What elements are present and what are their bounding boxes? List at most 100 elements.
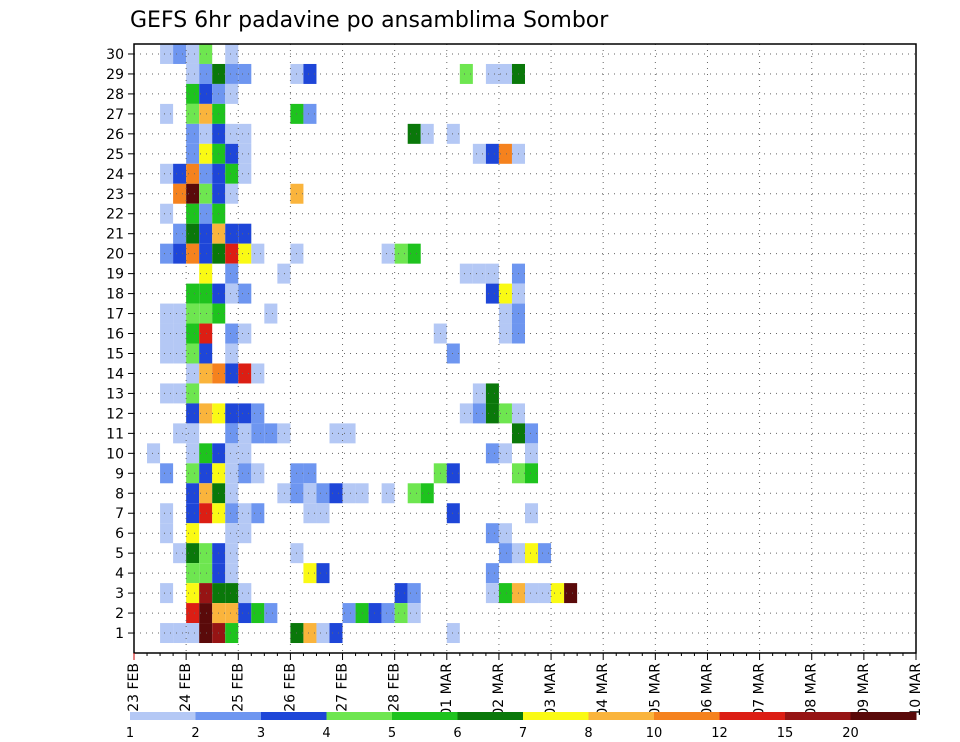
colorbar-swatch <box>326 712 393 720</box>
heatmap-cell <box>264 303 278 324</box>
x-tick-label: 09 MAR <box>856 663 872 717</box>
heatmap-cell <box>186 243 200 264</box>
heatmap-cell <box>186 363 200 384</box>
heatmap-cell <box>251 243 265 264</box>
heatmap-cell <box>199 583 213 604</box>
heatmap-cell <box>199 243 213 264</box>
heatmap-cell <box>199 443 213 464</box>
heatmap-cell <box>173 223 187 244</box>
heatmap-cell <box>199 83 213 104</box>
heatmap-cell <box>485 143 499 164</box>
x-tick-label: 24 FEB <box>178 663 194 712</box>
x-tick-label: 10 MAR <box>908 663 924 717</box>
heatmap-cell <box>525 443 539 464</box>
y-tick-label: 5 <box>115 546 124 562</box>
heatmap-cell <box>199 503 213 524</box>
heatmap-cell <box>186 183 200 204</box>
heatmap-cell <box>316 503 330 524</box>
y-tick-label: 4 <box>115 566 124 582</box>
heatmap-cell <box>173 383 187 404</box>
heatmap-cell <box>225 443 239 464</box>
y-tick-label: 2 <box>115 606 124 622</box>
x-tick-label: 07 MAR <box>752 663 768 717</box>
colorbar-label: 5 <box>388 726 396 741</box>
heatmap-cell <box>173 543 187 564</box>
y-tick-label: 14 <box>106 366 124 382</box>
heatmap-cell <box>498 583 512 604</box>
heatmap-cell <box>329 623 343 644</box>
heatmap-cell <box>186 223 200 244</box>
heatmap-cell <box>186 44 200 64</box>
heatmap-cell <box>238 243 252 264</box>
heatmap-cell <box>472 143 486 164</box>
colorbar-swatch <box>850 712 917 720</box>
colorbar-swatch <box>457 712 524 720</box>
heatmap-cell <box>225 283 239 304</box>
heatmap-cell <box>199 483 213 504</box>
heatmap-cell <box>186 523 200 544</box>
heatmap-cell <box>303 503 317 524</box>
heatmap-cell <box>485 443 499 464</box>
x-tick-label: 01 MAR <box>439 663 455 717</box>
heatmap-cell <box>186 203 200 224</box>
heatmap-cell <box>394 603 408 624</box>
heatmap-cell <box>303 463 317 484</box>
heatmap-cell <box>368 603 382 624</box>
y-tick-label: 20 <box>106 247 124 263</box>
heatmap-cell <box>225 563 239 584</box>
heatmap-cell <box>160 203 174 224</box>
heatmap-cell <box>251 423 265 444</box>
heatmap-cell <box>173 423 187 444</box>
heatmap-cell <box>459 63 473 84</box>
heatmap-cell <box>407 583 421 604</box>
colorbar-label: 8 <box>584 726 592 741</box>
y-tick-label: 11 <box>106 426 124 442</box>
heatmap-cell <box>199 623 213 644</box>
heatmap-cell <box>199 163 213 184</box>
heatmap-cell <box>238 63 252 84</box>
heatmap-cell <box>525 583 539 604</box>
heatmap-cell <box>225 483 239 504</box>
heatmap-cell <box>160 523 174 544</box>
colorbar-swatch <box>261 712 327 720</box>
heatmap-cell <box>303 623 317 644</box>
y-tick-label: 25 <box>106 147 124 163</box>
heatmap-cell <box>199 463 213 484</box>
heatmap-cell <box>303 103 317 124</box>
heatmap-cell <box>186 563 200 584</box>
colorbar-label: 2 <box>191 726 199 741</box>
heatmap-cell <box>173 44 187 64</box>
heatmap-cell <box>238 143 252 164</box>
heatmap-cell <box>446 503 460 524</box>
heatmap-cell <box>381 603 395 624</box>
heatmap-cell <box>407 123 421 144</box>
heatmap-cell <box>225 403 239 424</box>
heatmap-cell <box>472 383 486 404</box>
heatmap-cell <box>186 383 200 404</box>
heatmap-cell <box>225 44 239 64</box>
y-tick-label: 15 <box>106 346 124 362</box>
y-tick-label: 10 <box>106 446 124 462</box>
heatmap-cell <box>199 63 213 84</box>
heatmap-cell <box>199 363 213 384</box>
heatmap-cell <box>316 563 330 584</box>
heatmap-cell <box>225 503 239 524</box>
heatmap-cell <box>147 443 161 464</box>
colorbar-swatch <box>719 712 786 720</box>
heatmap-cell <box>173 623 187 644</box>
heatmap-cell <box>186 583 200 604</box>
x-tick-label: 23 FEB <box>126 663 142 712</box>
heatmap-cell <box>498 543 512 564</box>
heatmap-cell <box>498 443 512 464</box>
y-tick-label: 24 <box>106 167 124 183</box>
heatmap-cell <box>264 603 278 624</box>
heatmap-cell <box>238 603 252 624</box>
heatmap-cell <box>381 483 395 504</box>
heatmap-cell <box>225 363 239 384</box>
heatmap-cell <box>199 123 213 144</box>
x-tick-label: 06 MAR <box>699 663 715 717</box>
heatmap-cell <box>199 403 213 424</box>
x-tick-label: 25 FEB <box>230 663 246 712</box>
heatmap-cell <box>538 543 552 564</box>
heatmap-cell <box>264 423 278 444</box>
